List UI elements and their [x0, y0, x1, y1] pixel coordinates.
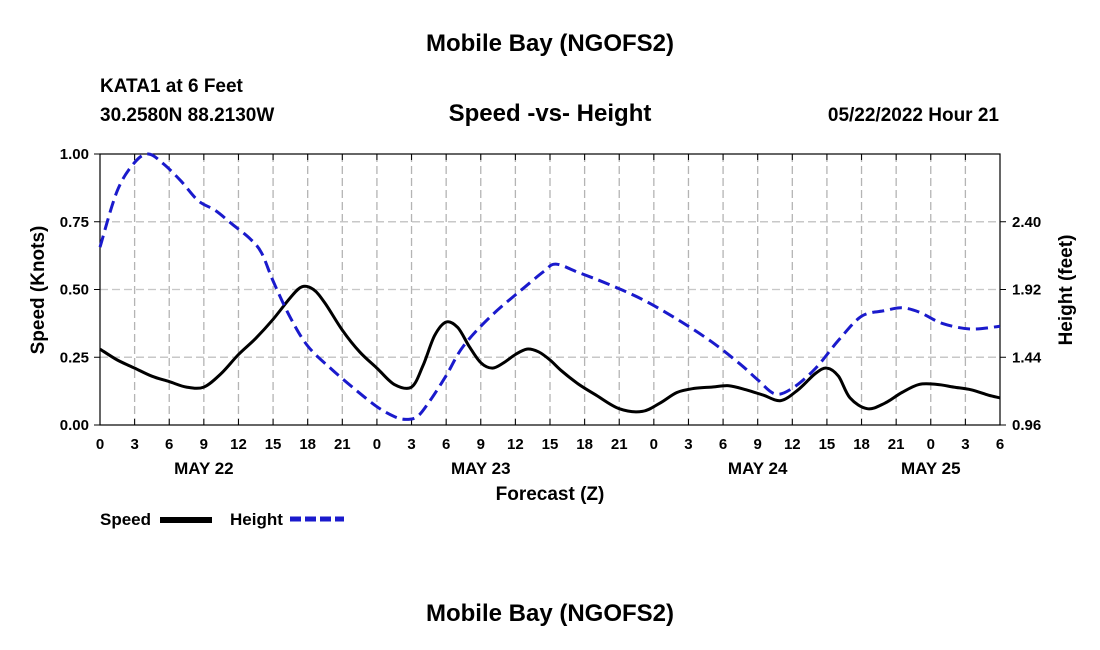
- x-axis-title: Forecast (Z): [496, 484, 605, 505]
- series-height-line: [98, 152, 1001, 421]
- x-tick-label: 15: [819, 436, 836, 453]
- x-tick-label: 6: [442, 436, 450, 453]
- x-tick-label: 3: [407, 436, 415, 453]
- x-tick-label: 6: [719, 436, 727, 453]
- date-label: MAY 24: [728, 459, 788, 478]
- station-name: KATA1 at 6 Feet: [100, 76, 243, 97]
- axes: [94, 153, 1006, 426]
- x-tick-label: 12: [230, 436, 247, 453]
- x-tick-label: 3: [130, 436, 138, 453]
- speed-height-chart: 0 3 6 9 12 15 18 21 0 3 6 9 12 15 18 21 0 3 6 9 12 15 18 21 0 3 60…: [28, 146, 1077, 505]
- forecast-datetime: 05/22/2022 Hour 21: [827, 105, 999, 126]
- legend-height-label: Height: [230, 510, 283, 529]
- x-tick-label: 18: [576, 436, 593, 453]
- x-tick-label: 0: [650, 436, 658, 453]
- station-coordinates: 30.2580N 88.2130W: [100, 105, 275, 126]
- x-tick-label: 9: [477, 436, 485, 453]
- main-title: Mobile Bay (NGOFS2): [425, 30, 675, 57]
- y-tick-label: 0.00: [60, 417, 89, 434]
- series-speed-line: [99, 284, 1001, 414]
- repeated-title: Mobile Bay (NGOFS2): [425, 600, 675, 627]
- legend-height-swatch: [290, 516, 344, 522]
- x-tick-label: 12: [784, 436, 801, 453]
- y2-axis-title: Height (feet): [1056, 235, 1077, 346]
- x-tick-label: 15: [542, 436, 559, 453]
- series-lines: [98, 152, 1001, 421]
- legend-speed-swatch: [160, 517, 212, 523]
- x-tick-label: 6: [996, 436, 1004, 453]
- y2-tick-label: 1.92: [1012, 282, 1041, 299]
- x-tick-label: 6: [165, 436, 173, 453]
- y2-tick-label: 1.44: [1012, 349, 1042, 366]
- x-tick-label: 0: [927, 436, 935, 453]
- y-tick-label: 0.75: [60, 214, 89, 231]
- y2-tick-label: 0.96: [1012, 417, 1041, 434]
- x-tick-label: 9: [754, 436, 762, 453]
- x-tick-label: 3: [684, 436, 692, 453]
- x-tick-label: 0: [373, 436, 381, 453]
- y-tick-label: 0.25: [60, 349, 89, 366]
- x-tick-label: 21: [334, 436, 351, 453]
- y-tick-label: 0.50: [60, 282, 89, 299]
- x-tick-label: 21: [611, 436, 628, 453]
- grid-lines: [100, 154, 1000, 425]
- x-tick-label: 9: [200, 436, 208, 453]
- x-tick-label: 15: [265, 436, 282, 453]
- chart-subtitle: Speed -vs- Height: [448, 100, 652, 127]
- legend-speed-label: Speed: [100, 510, 152, 529]
- y2-tick-label: 2.40: [1012, 214, 1041, 231]
- x-tick-label: 0: [96, 436, 104, 453]
- x-tick-label: 12: [507, 436, 524, 453]
- date-label: MAY 23: [451, 459, 511, 478]
- date-label: MAY 22: [174, 459, 234, 478]
- x-tick-label: 21: [888, 436, 905, 453]
- y-tick-label: 1.00: [60, 146, 89, 163]
- y-axis-title: Speed (Knots): [28, 226, 49, 355]
- x-tick-label: 18: [853, 436, 870, 453]
- x-tick-label: 3: [961, 436, 969, 453]
- date-label: MAY 25: [901, 459, 961, 478]
- x-tick-label: 18: [299, 436, 316, 453]
- axis-labels: 0 3 6 9 12 15 18 21 0 3 6 9 12 15 18 21 0 3 6 9 12 15 18 21 0 3 60…: [28, 146, 1077, 505]
